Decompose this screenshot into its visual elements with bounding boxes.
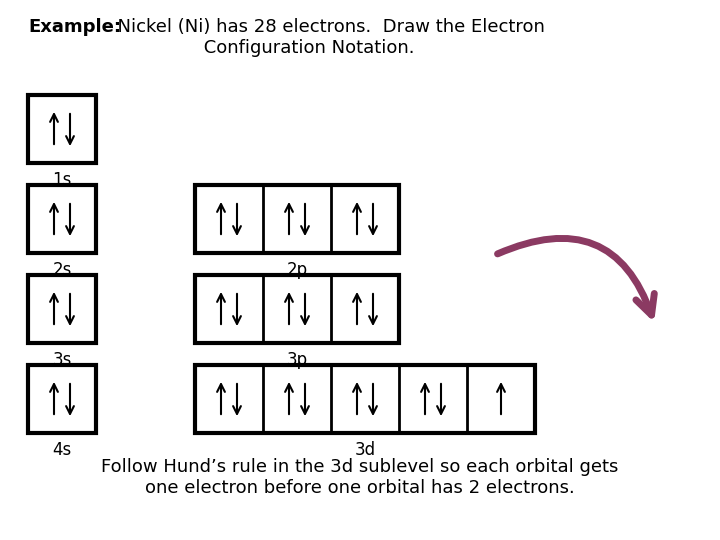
Bar: [28, 95, 96, 163]
Text: 2p: 2p: [287, 261, 307, 279]
Text: 1s: 1s: [53, 171, 72, 189]
Text: Follow Hund’s rule in the 3d sublevel so each orbital gets
one electron before o: Follow Hund’s rule in the 3d sublevel so…: [102, 458, 618, 497]
Bar: [28, 275, 96, 343]
Bar: [195, 275, 399, 343]
Bar: [195, 365, 535, 433]
Text: Example:: Example:: [28, 18, 121, 36]
Text: 3p: 3p: [287, 351, 307, 369]
Text: 3d: 3d: [354, 441, 376, 459]
Bar: [28, 365, 96, 433]
Text: 2s: 2s: [53, 261, 72, 279]
Text: 4s: 4s: [53, 441, 71, 459]
Text: Nickel (Ni) has 28 electrons.  Draw the Electron
                 Configuration : Nickel (Ni) has 28 electrons. Draw the E…: [106, 18, 545, 57]
Bar: [195, 185, 399, 253]
Text: 3s: 3s: [53, 351, 72, 369]
Bar: [28, 185, 96, 253]
